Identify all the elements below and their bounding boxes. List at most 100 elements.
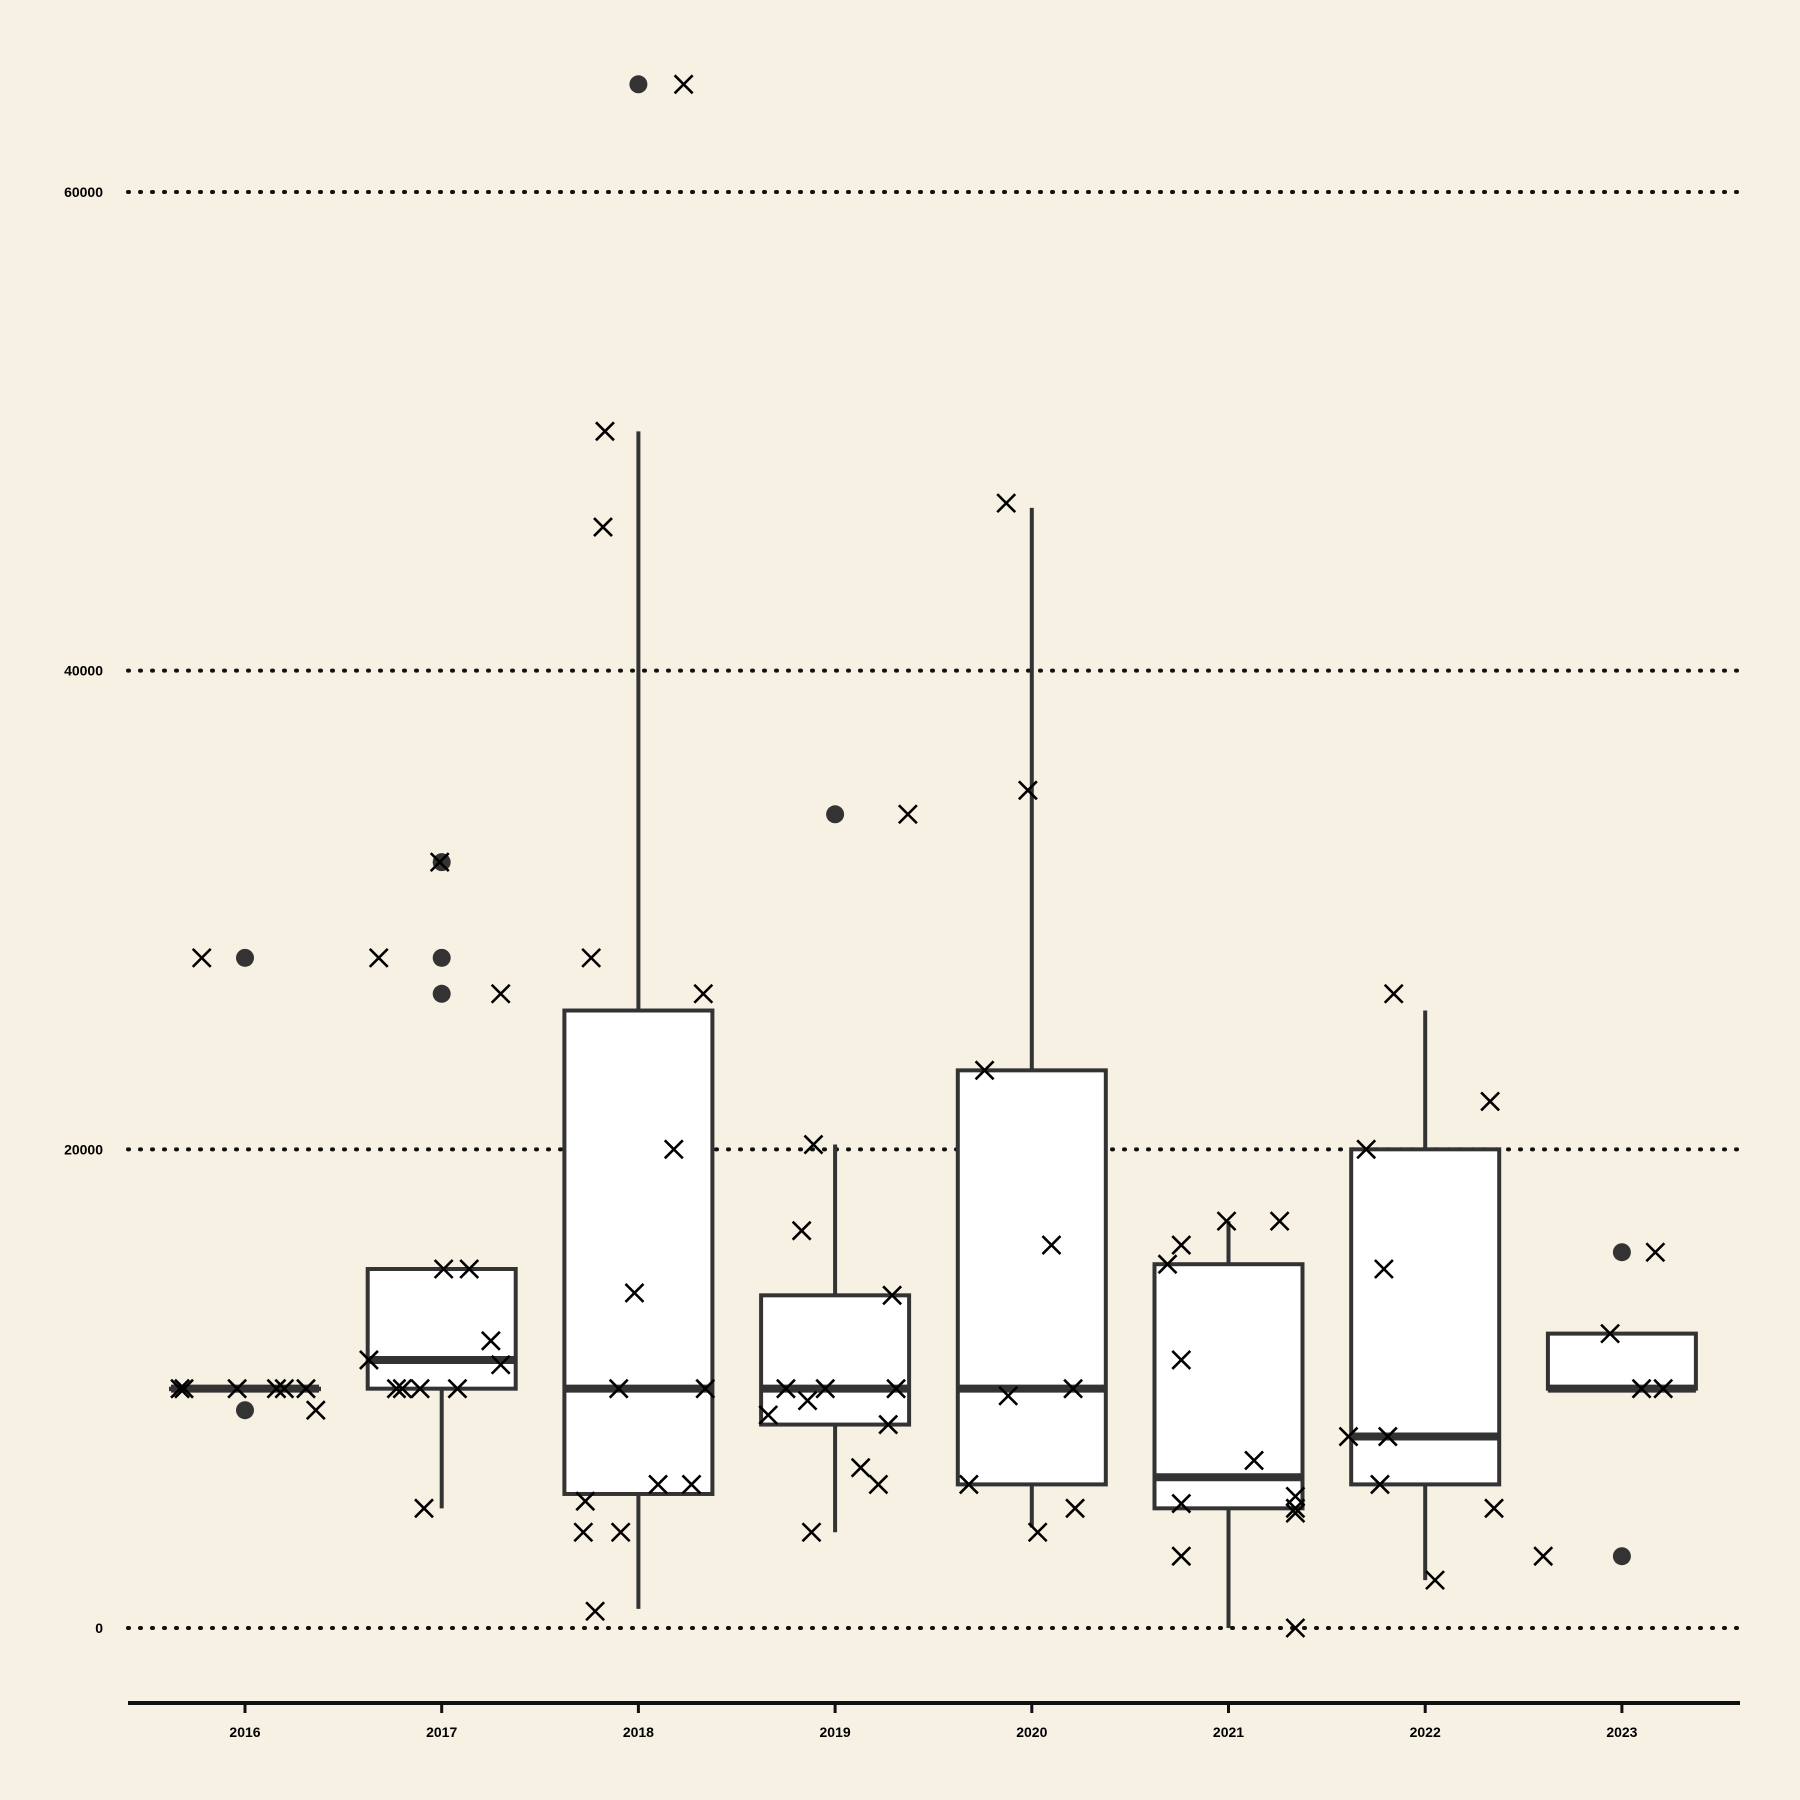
data-point-x-marker (447, 1378, 468, 1399)
data-point-x-marker (170, 1378, 191, 1399)
data-point-x-marker (191, 947, 212, 968)
data-point-x-marker (581, 947, 602, 968)
data-point-x-marker (1356, 1139, 1377, 1160)
x-tick-label: 2020 (1016, 1724, 1047, 1740)
data-point-x-marker (958, 1474, 979, 1495)
data-point-x-marker (681, 1474, 702, 1495)
box-iqr (562, 1008, 715, 1496)
box-iqr (955, 1068, 1108, 1487)
data-point-x-marker (1338, 1426, 1359, 1447)
data-point-x-marker (897, 804, 918, 825)
data-point-x-marker (1171, 1493, 1192, 1514)
data-point-x-marker (1244, 1450, 1264, 1471)
outlier-marker (432, 984, 451, 1003)
y-tick-label: 20000 (64, 1141, 103, 1157)
data-point-x-marker (274, 1378, 295, 1399)
data-point-x-marker (1027, 1522, 1048, 1543)
data-point-x-marker (368, 947, 389, 968)
data-point-x-marker (797, 1390, 818, 1411)
data-point-x-marker (996, 493, 1017, 514)
data-point-x-marker (410, 1378, 430, 1399)
data-point-x-marker (1017, 780, 1038, 801)
x-axis-tick-labels: 2016 2017 2018 2019 2020 2021 2022 2023 (229, 1703, 1638, 1740)
data-point-x-marker (490, 983, 511, 1004)
data-point-x-marker (1600, 1323, 1621, 1344)
y-tick-label: 40000 (64, 663, 103, 679)
data-point-x-marker (882, 1285, 903, 1306)
data-point-x-marker (386, 1378, 407, 1399)
y-tick-label: 0 (95, 1620, 103, 1636)
data-point-x-marker (673, 74, 694, 95)
outlier-marker (236, 948, 254, 967)
box-layer (169, 75, 1698, 1628)
outlier-marker (826, 805, 845, 824)
data-point-x-marker (1645, 1242, 1666, 1263)
data-point-x-marker (1285, 1498, 1306, 1519)
outlier-marker (1612, 1243, 1631, 1262)
data-point-x-marker (998, 1385, 1019, 1406)
box-iqr (1349, 1147, 1502, 1487)
data-point-x-marker (433, 1259, 454, 1279)
data-point-x-marker (1370, 1474, 1390, 1495)
data-point-x-marker (1377, 1426, 1398, 1447)
data-point-x-marker (1480, 1091, 1501, 1112)
data-point-x-marker (815, 1378, 836, 1399)
data-point-x-marker (1653, 1378, 1674, 1399)
data-point-x-marker (1063, 1378, 1084, 1399)
outlier-marker (1612, 1547, 1631, 1566)
x-tick-label: 2016 (229, 1724, 260, 1740)
data-point-x-marker (1373, 1259, 1394, 1279)
x-tick-label: 2018 (623, 1724, 654, 1740)
data-point-x-marker (1216, 1211, 1237, 1232)
box-iqr (1152, 1262, 1305, 1511)
box-iqr (759, 1293, 912, 1427)
outlier-marker (432, 948, 451, 967)
data-point-x-marker (305, 1400, 326, 1421)
data-point-x-marker (575, 1491, 596, 1512)
data-point-x-marker (266, 1378, 287, 1399)
data-point-x-marker (1171, 1235, 1192, 1255)
data-point-x-marker (1171, 1546, 1192, 1567)
data-point-x-marker (585, 1601, 606, 1622)
data-point-x-marker (595, 421, 615, 442)
data-point-x-marker (227, 1378, 248, 1399)
data-point-x-marker (480, 1330, 501, 1351)
data-point-x-marker (392, 1378, 413, 1399)
data-point-x-marker (1285, 1503, 1306, 1524)
box-2018 (562, 75, 715, 1609)
data-point-x-marker (803, 1134, 824, 1155)
data-point-x-marker (1041, 1235, 1062, 1255)
data-point-x-marker (663, 1139, 684, 1160)
data-point-x-marker (174, 1378, 194, 1399)
data-point-x-marker (624, 1283, 645, 1303)
x-tick-label: 2021 (1213, 1724, 1244, 1740)
data-point-x-marker (414, 1498, 434, 1519)
box-2021 (1152, 1221, 1305, 1628)
y-tick-label: 60000 (64, 184, 103, 200)
data-point-x-marker (850, 1457, 871, 1478)
data-point-x-marker (1269, 1211, 1290, 1232)
data-point-x-marker (758, 1405, 779, 1425)
y-axis-tick-labels: 0 20000 40000 60000 (64, 184, 103, 1636)
data-point-x-marker (608, 1378, 629, 1399)
data-point-x-marker (1157, 1254, 1178, 1275)
data-point-x-marker (801, 1522, 822, 1543)
data-point-x-marker (593, 517, 613, 537)
point-layer (170, 74, 1674, 1638)
data-point-x-marker (296, 1378, 316, 1399)
box-iqr (365, 1267, 518, 1391)
outlier-marker (432, 853, 451, 872)
data-point-x-marker (1065, 1498, 1085, 1519)
data-point-x-marker (974, 1060, 995, 1081)
data-point-x-marker (490, 1354, 511, 1375)
data-point-x-marker (359, 1350, 379, 1370)
box-2017 (365, 853, 518, 1509)
box-2022 (1349, 1010, 1502, 1581)
data-point-x-marker (648, 1474, 668, 1495)
data-point-x-marker (695, 1378, 716, 1399)
x-tick-label: 2022 (1410, 1724, 1441, 1740)
data-point-x-marker (868, 1474, 889, 1495)
x-tick-label: 2023 (1606, 1724, 1637, 1740)
box-iqr (1545, 1331, 1698, 1391)
